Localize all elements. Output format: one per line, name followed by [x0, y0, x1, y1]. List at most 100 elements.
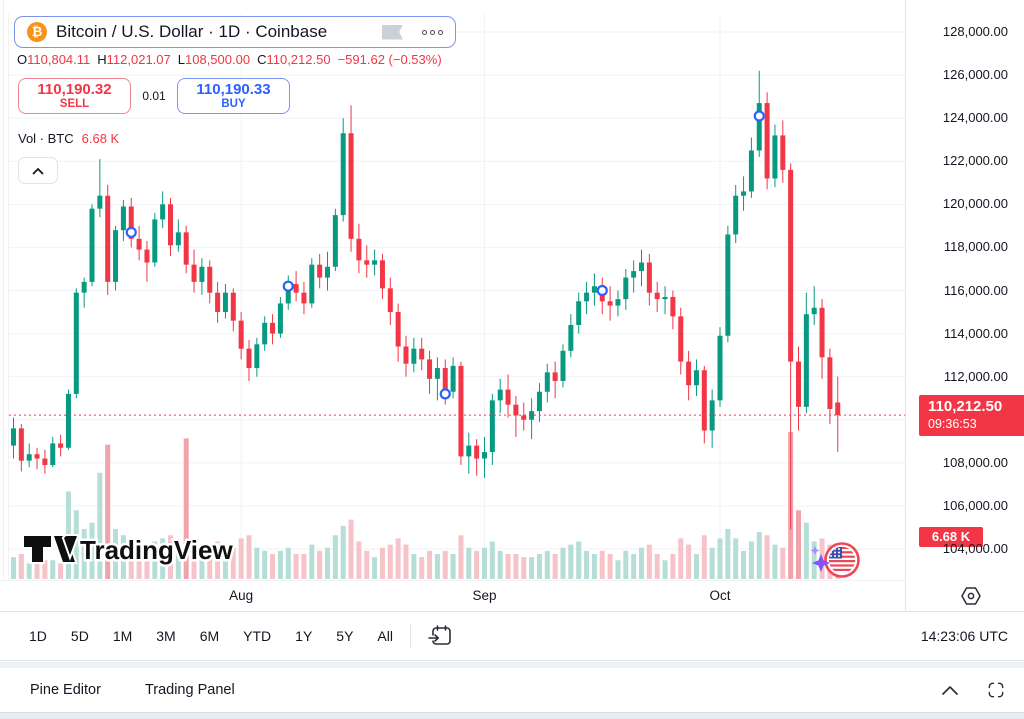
volume-bar [403, 544, 409, 579]
chart-pane[interactable]: ₿ Bitcoin / U.S. Dollar · 1D · Coinbase … [0, 0, 905, 612]
candle [560, 350, 566, 381]
event-marker-icon[interactable] [753, 110, 765, 122]
volume-legend: Vol · BTC 6.68 K [18, 131, 119, 146]
event-marker-icon[interactable] [125, 226, 137, 238]
price-axis[interactable]: 110,212.50 09:36:53 6.68 K 128,000.00 126… [905, 0, 1024, 612]
range-button-5d[interactable]: 5D [62, 622, 98, 650]
candle [584, 292, 590, 302]
go-to-date-button[interactable] [423, 620, 457, 652]
candle [301, 292, 307, 304]
symbol-button[interactable]: ₿ Bitcoin / U.S. Dollar · 1D · Coinbase [14, 16, 456, 48]
candle [662, 296, 668, 300]
candle [434, 368, 440, 379]
volume-bar [105, 444, 111, 579]
volume-bar [607, 554, 613, 579]
range-button-6m[interactable]: 6M [191, 622, 228, 650]
volume-bar [387, 544, 393, 579]
candle [222, 292, 228, 313]
range-button-3m[interactable]: 3M [147, 622, 184, 650]
buy-button[interactable]: 110,190.33 BUY [177, 78, 290, 114]
us-event-badge[interactable] [808, 536, 866, 589]
volume-bar [639, 547, 644, 579]
open-label: O [17, 52, 28, 67]
sell-button[interactable]: 110,190.32 SELL [18, 78, 131, 114]
candle [780, 135, 786, 170]
volume-bar [42, 560, 48, 579]
range-button-5y[interactable]: 5Y [327, 622, 362, 650]
volume-bar [474, 550, 480, 579]
range-button-all[interactable]: All [368, 622, 402, 650]
candle [678, 316, 684, 362]
chevron-up-icon [32, 167, 44, 174]
candle [34, 454, 40, 459]
event-marker-icon[interactable] [596, 284, 608, 297]
sell-price: 110,190.32 [37, 80, 112, 98]
candle [105, 195, 111, 282]
candle [270, 322, 276, 334]
candle [191, 264, 197, 282]
range-button-1m[interactable]: 1M [104, 622, 141, 650]
tradingview-logo-icon [22, 534, 80, 564]
volume-bar [733, 538, 739, 579]
fullscreen-button[interactable] [984, 678, 1008, 702]
range-button-1d[interactable]: 1D [20, 622, 56, 650]
bottom-tab-pine-editor[interactable]: Pine Editor [30, 682, 101, 698]
volume-bar [395, 538, 401, 579]
candle [568, 324, 574, 351]
volume-bar [348, 519, 354, 579]
bottom-tab-trading-panel[interactable]: Trading Panel [144, 682, 235, 698]
candle [772, 135, 778, 179]
volume-label: Vol · BTC [18, 131, 74, 146]
candle [372, 260, 378, 265]
candle [419, 348, 425, 360]
price-axis-label: 108,000.00 [942, 454, 1008, 470]
month-label: Aug [229, 588, 254, 603]
month-label: Oct [709, 588, 731, 603]
range-button-1y[interactable]: 1Y [286, 622, 321, 650]
chart-canvas[interactable] [0, 0, 905, 580]
low-value: 108,500.00 [185, 52, 251, 67]
time-axis[interactable]: Aug Sep Oct [0, 580, 905, 612]
volume-bar [662, 560, 668, 579]
candle [615, 299, 621, 306]
candle [748, 150, 754, 192]
price-scale-settings-button[interactable] [955, 583, 987, 609]
volume-bar [58, 563, 64, 579]
panel-collapse-button[interactable] [938, 682, 962, 698]
event-marker-icon[interactable] [282, 280, 294, 292]
candle [741, 191, 747, 196]
candle [576, 301, 582, 325]
candle [536, 391, 542, 412]
candle [623, 277, 629, 300]
price-axis-label: 106,000.00 [942, 497, 1008, 513]
volume-bar [270, 554, 276, 579]
candle [591, 286, 597, 293]
volume-bar [521, 557, 527, 579]
legend-collapse-button[interactable] [18, 157, 58, 184]
status-strip [0, 712, 1024, 719]
volume-bar [325, 547, 330, 579]
volume-bar [50, 560, 56, 579]
toolbar-divider [409, 624, 411, 648]
volume-bar [18, 554, 24, 579]
event-marker-icon[interactable] [439, 388, 451, 400]
flag-symbol-icon[interactable] [382, 24, 403, 40]
volume-bar [285, 547, 291, 579]
range-button-ytd[interactable]: YTD [234, 622, 280, 650]
volume-bar [379, 547, 385, 579]
volume-bar [654, 554, 660, 579]
volume-bar [780, 547, 786, 579]
candle [827, 357, 833, 409]
volume-bar [262, 550, 268, 579]
ohlc-readout: O110,804.11 H112,021.07 L108,500.00 C110,21… [17, 52, 449, 67]
candle [552, 372, 558, 381]
candle [639, 262, 644, 272]
volume-bar [128, 541, 134, 579]
candle [207, 266, 213, 293]
volume-bar [646, 544, 652, 579]
clock-timezone-button[interactable]: 14:23:06 UTC [920, 628, 1008, 644]
volume-bar [175, 550, 181, 579]
volume-bar [419, 557, 425, 579]
volume-bar [552, 554, 558, 579]
more-options-icon[interactable] [422, 29, 443, 35]
